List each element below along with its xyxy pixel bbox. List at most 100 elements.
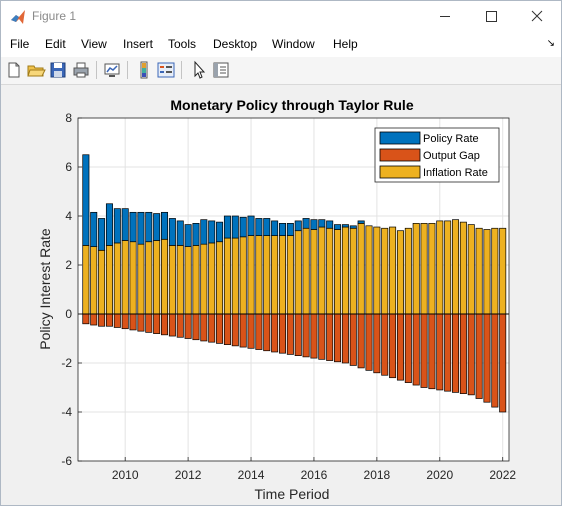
y-tick-label: -2	[61, 356, 72, 370]
bar-policy-rate	[239, 216, 247, 238]
bar-inflation-rate	[396, 230, 404, 315]
legend-label-inflation-rate: Inflation Rate	[423, 167, 488, 179]
axes-box	[77, 117, 510, 462]
bar-inflation-rate	[436, 220, 444, 315]
bar-policy-rate	[176, 220, 184, 246]
legend[interactable]: Policy Rate Output Gap Inflation Rate	[374, 127, 500, 183]
y-axis-label: Policy Interest Rate	[37, 228, 53, 350]
bar-output-gap	[184, 313, 192, 339]
bar-output-gap	[381, 313, 389, 376]
bar-policy-rate	[82, 154, 90, 246]
edit-plot-icon[interactable]	[189, 60, 209, 80]
property-inspector-icon[interactable]	[211, 60, 231, 80]
x-tick-label: 2010	[112, 468, 139, 482]
bar-policy-rate	[192, 223, 200, 246]
insert-colorbar-icon[interactable]	[134, 60, 154, 80]
insert-legend-icon[interactable]	[156, 60, 176, 80]
menu-window[interactable]: Window	[272, 37, 315, 51]
bar-policy-rate	[310, 219, 318, 230]
bar-output-gap	[396, 313, 404, 381]
menu-view[interactable]: View	[81, 37, 107, 51]
x-tick-label: 2020	[426, 468, 453, 482]
bar-inflation-rate	[444, 220, 452, 315]
bar-inflation-rate	[452, 219, 460, 315]
bar-output-gap	[113, 313, 121, 328]
bar-output-gap	[302, 313, 310, 358]
bar-inflation-rate	[121, 240, 129, 315]
menu-tools[interactable]: Tools	[168, 37, 197, 51]
bar-output-gap	[318, 313, 326, 360]
bar-inflation-rate	[404, 227, 412, 315]
bar-output-gap	[420, 313, 428, 388]
bar-inflation-rate	[90, 246, 98, 315]
toolbar-separator	[96, 61, 97, 79]
bar-inflation-rate	[373, 226, 381, 315]
bar-output-gap	[499, 313, 507, 413]
bar-inflation-rate	[310, 229, 318, 315]
bar-inflation-rate	[428, 223, 436, 315]
bar-policy-rate	[184, 224, 192, 247]
new-figure-icon[interactable]	[4, 60, 24, 80]
x-axis-label: Time Period	[255, 486, 330, 502]
bar-inflation-rate	[286, 235, 294, 315]
bar-output-gap	[98, 313, 106, 327]
bar-inflation-rate	[271, 235, 279, 315]
bar-output-gap	[82, 313, 90, 325]
bar-inflation-rate	[216, 241, 224, 315]
bar-inflation-rate	[475, 227, 483, 315]
bar-output-gap	[286, 313, 294, 355]
dock-arrow-icon[interactable]: ↘	[546, 38, 555, 49]
bar-output-gap	[452, 313, 460, 393]
bar-output-gap	[326, 313, 334, 361]
bar-output-gap	[483, 313, 491, 403]
bar-inflation-rate	[239, 236, 247, 315]
bar-inflation-rate	[357, 223, 365, 315]
window-title: Figure 1	[32, 9, 77, 23]
save-icon[interactable]	[48, 60, 68, 80]
bar-output-gap	[90, 313, 98, 326]
bar-inflation-rate	[168, 245, 176, 315]
bar-policy-rate	[137, 211, 145, 245]
bar-inflation-rate	[467, 224, 475, 315]
bar-output-gap	[412, 313, 420, 386]
bar-policy-rate	[105, 203, 113, 246]
x-tick-label: 2014	[238, 468, 265, 482]
bar-inflation-rate	[326, 227, 334, 315]
menu-insert[interactable]: Insert	[123, 37, 154, 51]
minimize-button[interactable]	[422, 1, 468, 32]
toolbar-separator	[127, 61, 128, 79]
legend-swatch-output-gap	[379, 148, 421, 162]
open-file-icon[interactable]	[26, 60, 46, 80]
menu-file[interactable]: File	[10, 37, 30, 51]
bar-policy-rate	[200, 219, 208, 245]
bar-output-gap	[404, 313, 412, 383]
print-icon[interactable]	[71, 60, 91, 80]
bar-output-gap	[475, 313, 483, 399]
bar-inflation-rate	[459, 221, 467, 315]
title-bar[interactable]: Figure 1	[1, 1, 561, 32]
menu-desktop[interactable]: Desktop	[213, 37, 258, 51]
bar-output-gap	[121, 313, 129, 330]
menu-help[interactable]: Help	[333, 37, 358, 51]
bar-policy-rate	[223, 215, 231, 239]
menu-edit[interactable]: Edit	[45, 37, 66, 51]
bar-policy-rate	[271, 220, 279, 236]
toolbar-separator	[181, 61, 182, 79]
bar-output-gap	[271, 313, 279, 353]
bar-output-gap	[263, 313, 271, 352]
bar-output-gap	[208, 313, 216, 343]
bar-output-gap	[365, 313, 373, 371]
x-tick-label: 2018	[364, 468, 391, 482]
bar-output-gap	[357, 313, 365, 369]
bar-output-gap	[223, 313, 231, 345]
bar-output-gap	[334, 313, 342, 363]
close-button[interactable]	[514, 1, 560, 32]
bar-policy-rate	[255, 218, 263, 236]
bar-inflation-rate	[334, 229, 342, 315]
legend-label-policy-rate: Policy Rate	[423, 133, 479, 145]
maximize-button[interactable]	[468, 1, 514, 32]
bar-policy-rate	[145, 211, 153, 243]
link-plot-icon[interactable]	[102, 60, 122, 80]
bar-output-gap	[255, 313, 263, 350]
